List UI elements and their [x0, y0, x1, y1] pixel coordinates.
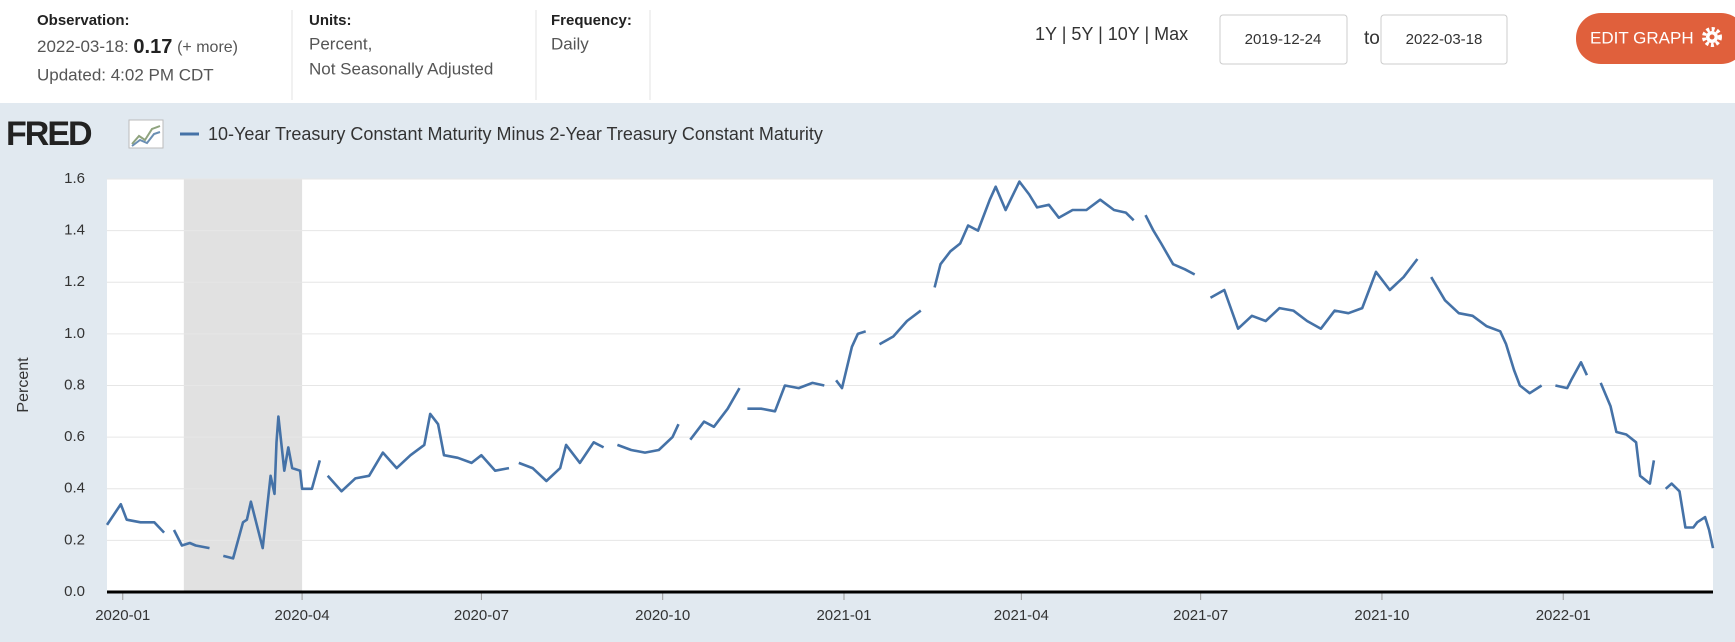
separator: |	[1139, 24, 1154, 44]
x-tick-label: 2020-10	[635, 607, 690, 624]
fred-logo: FRED	[6, 115, 92, 153]
x-tick-label: 2020-04	[275, 607, 330, 624]
x-tick-label: 2021-10	[1354, 607, 1409, 624]
x-tick-label: 2021-01	[816, 607, 871, 624]
x-tick-label: 2020-01	[95, 607, 150, 624]
edit-graph-button[interactable]	[1576, 13, 1735, 64]
end-input[interactable]	[1380, 14, 1508, 65]
updated: Updated: 4:02 PM CDT	[37, 65, 214, 84]
range-link[interactable]: 5Y	[1071, 24, 1093, 44]
range-links: 1Y | 5Y | 10Y | Max	[1035, 24, 1188, 44]
range-link[interactable]: Max	[1154, 24, 1188, 44]
start-date: 2019-12-24	[1245, 31, 1322, 48]
observation-line: 2022-03-18: 0.17 (+ more)	[37, 36, 238, 58]
legend-label: 10-Year Treasury Constant Maturity Minus…	[208, 124, 823, 144]
y-tick-label: 0.2	[64, 531, 85, 548]
y-tick-label: 1.2	[64, 273, 85, 290]
range-link[interactable]: 10Y	[1108, 24, 1140, 44]
start-input[interactable]	[1219, 14, 1348, 65]
range-link[interactable]: 1Y	[1035, 24, 1057, 44]
more-link[interactable]: (+ more)	[177, 39, 238, 56]
y-tick-label: 1.6	[64, 170, 85, 187]
x-tick-label: 2020-07	[454, 607, 509, 624]
units-label: Units:	[309, 12, 352, 29]
units-line: Not Seasonally Adjusted	[309, 59, 493, 78]
series-line	[105, 180, 1715, 560]
x-tick-label: 2022-01	[1536, 607, 1591, 624]
plot: 0.0 0.2 0.4 0.6 0.8 1.0 1.2 1.4 1.6 2020-01 2020-0…	[64, 170, 1715, 624]
units-line: Percent,	[309, 34, 372, 53]
y-tick-label: 0.0	[64, 583, 85, 600]
frequency-label: Frequency:	[551, 12, 632, 29]
y-axis-label: Percent	[15, 357, 32, 413]
observation-label: Observation:	[37, 12, 130, 29]
edit-graph-label: EDIT GRAPH	[1590, 28, 1694, 47]
y-tick-label: 1.0	[64, 325, 85, 342]
y-tick-label: 0.8	[64, 376, 85, 393]
end-date: 2022-03-18	[1406, 31, 1483, 48]
logo-icon	[128, 119, 164, 149]
observation-value: 0.17	[133, 36, 172, 58]
y-tick-label: 0.4	[64, 480, 85, 497]
separator: |	[1093, 24, 1108, 44]
y-tick-label: 0.6	[64, 428, 85, 445]
x-tick-label: 2021-04	[994, 607, 1049, 624]
observation-date: 2022-03-18:	[37, 37, 129, 56]
separator: |	[1057, 24, 1072, 44]
gear-icon	[1702, 27, 1722, 47]
frequency-value: Daily	[551, 34, 589, 53]
y-tick-label: 1.4	[64, 222, 85, 239]
x-tick-label: 2021-07	[1173, 607, 1228, 624]
to-label: to	[1364, 28, 1380, 49]
range-text: 1Y | 5Y | 10Y | Max	[1035, 24, 1188, 44]
